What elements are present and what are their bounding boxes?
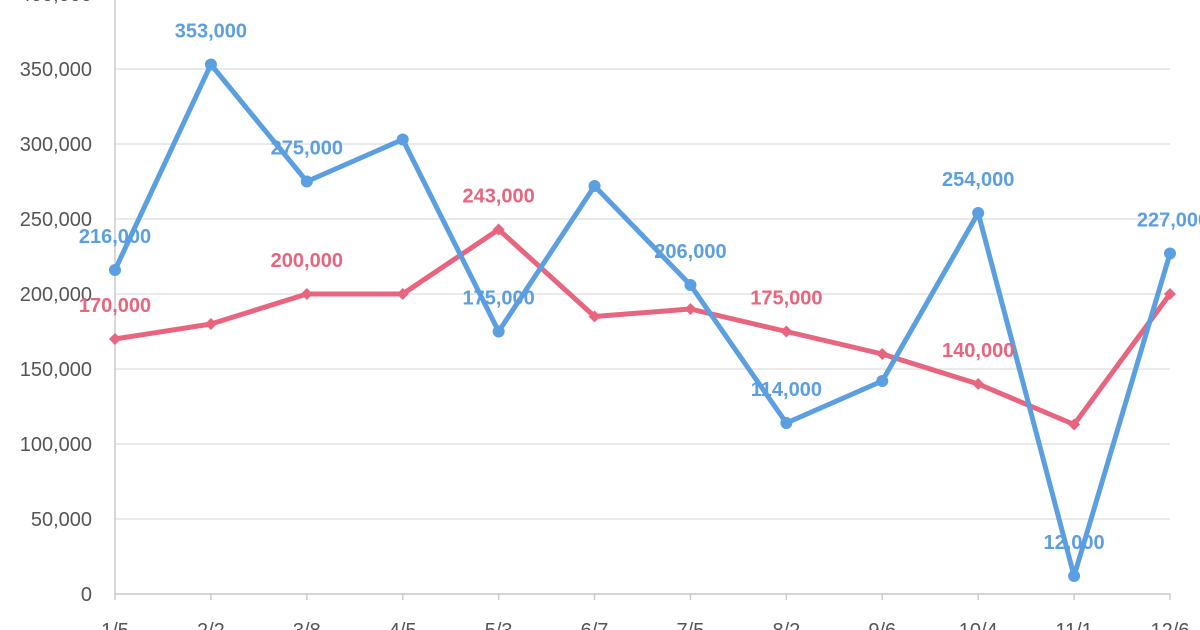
data-point [684,303,697,315]
series-0 [109,223,1176,431]
data-point [492,325,505,338]
x-axis: 1/5 2/2 3/8 4/5 5/3 6/7 7/5 8/2 9/6 10/4 11/1 12/6 [101,593,1190,630]
data-point [396,288,409,300]
x-tick-label: 1/5 [101,620,129,630]
x-tick-label: 5/3 [485,620,513,630]
data-label: 170,000 [79,295,151,317]
x-tick-label: 2/2 [197,620,225,630]
data-label: 353,000 [175,21,247,43]
data-point [109,333,121,345]
data-point [300,175,313,188]
data-point [492,223,505,236]
x-tick-label: 8/2 [772,620,800,630]
data-point [396,133,409,146]
x-tick-label: 4/5 [389,620,417,630]
data-point [876,348,889,360]
x-tick-label: 3/8 [293,620,321,630]
data-point [109,264,121,276]
series-1 [109,58,1176,582]
data-point [1068,570,1081,582]
y-tick-label: 200,000 [20,284,92,306]
x-tick-label: 10/4 [959,620,998,630]
data-label: 12,000 [1044,532,1105,554]
y-tick-label: 100,000 [20,434,92,456]
data-point [1164,247,1176,260]
data-point [972,378,985,390]
x-tick-label: 11/1 [1055,620,1092,630]
data-point [876,375,889,387]
series-line [112,227,1173,427]
data-point [588,180,601,192]
data-label: 227,000 [1137,210,1200,232]
data-label: 275,000 [271,138,343,160]
data-label: 175,000 [462,288,534,310]
data-point [780,325,793,338]
y-tick-label: 300,000 [20,134,92,156]
series-line [112,62,1173,579]
data-point [1068,418,1081,431]
data-label: 206,000 [654,241,726,263]
data-label: 140,000 [942,340,1014,362]
x-tick-label: 12/6 [1151,620,1190,630]
y-tick-label: 50,000 [31,509,92,531]
y-tick-label: 150,000 [20,359,92,381]
data-label: 254,000 [942,169,1014,191]
y-axis: 0 50,000 100,000 150,000 200,000 250,000 300,0… [20,0,116,606]
series-layer [109,58,1176,582]
data-label: 216,000 [79,226,151,248]
data-label: 175,000 [750,288,822,310]
gridlines [115,68,1170,595]
y-tick-label: 400,000 [20,0,92,6]
data-label: 200,000 [271,250,343,272]
y-tick-label: 0 [81,584,92,606]
data-point [204,58,217,71]
data-point [972,207,985,219]
data-point [684,279,697,291]
x-tick-label: 9/6 [868,620,896,630]
data-point [1164,288,1176,300]
y-tick-label: 350,000 [20,59,92,81]
data-point [588,310,601,323]
data-labels: 170,000 200,000 243,000 175,000 140,000 216,0… [79,21,1200,555]
x-tick-label: 7/5 [677,620,705,630]
data-label: 243,000 [462,186,534,208]
data-label: 114,000 [751,379,822,401]
x-tick-label: 6/7 [581,620,609,630]
data-point [780,417,793,429]
y-tick-label: 250,000 [20,209,92,231]
data-point [300,288,313,300]
data-point [204,318,217,330]
